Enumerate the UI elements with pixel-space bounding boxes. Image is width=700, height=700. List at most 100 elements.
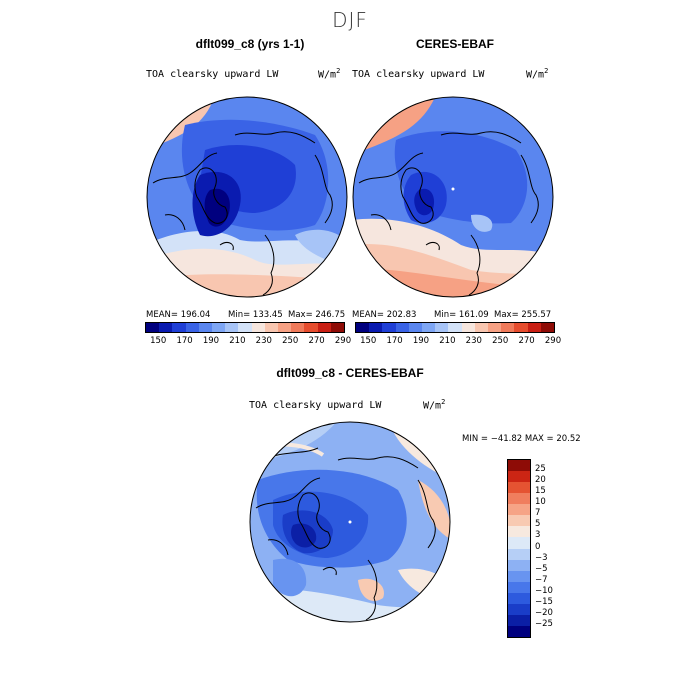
panel2-polar-map: [352, 96, 554, 298]
colorbar-tick-label: 190: [202, 336, 220, 346]
colorbar-tick-label: 290: [544, 336, 562, 346]
colorbar-tick-label: 250: [282, 336, 299, 346]
colorbar-tick-label: 25: [535, 464, 546, 475]
colorbar-swatch: [317, 323, 331, 332]
colorbar-tick-label: 170: [176, 336, 193, 346]
colorbar-swatch: [251, 323, 265, 332]
colorbar-swatch: [488, 323, 502, 332]
colorbar-tick-label: 5: [535, 519, 541, 530]
colorbar-swatch: [508, 537, 530, 549]
colorbar-tick-label: 20: [535, 475, 546, 486]
colorbar-swatch: [508, 482, 530, 494]
colorbar-swatch: [330, 323, 345, 332]
panel2-max: Max= 255.57: [494, 310, 552, 320]
panel2-variable: TOA clearsky upward LW: [352, 69, 485, 80]
colorbar-tick-label: 15: [535, 486, 546, 497]
colorbar-tick-label: 150: [360, 336, 377, 346]
colorbar-swatch: [448, 323, 462, 332]
colorbar-swatch: [508, 460, 530, 472]
panel1-title: dflt099_c8 (yrs 1-1): [195, 37, 305, 51]
colorbar-swatch: [185, 323, 199, 332]
colorbar-swatch: [172, 323, 186, 332]
colorbar-swatch: [395, 323, 409, 332]
colorbar-swatch: [146, 323, 160, 332]
colorbar-swatch: [508, 548, 530, 560]
colorbar-swatch: [508, 614, 530, 626]
diff-polar-map: [249, 421, 451, 623]
colorbar-swatch: [356, 323, 370, 332]
colorbar-swatch: [225, 323, 239, 332]
colorbar-swatch: [422, 323, 436, 332]
diff-minmax: MIN = −41.82 MAX = 20.52: [462, 434, 581, 444]
colorbar-swatch: [508, 570, 530, 582]
panel2-colorbar: [355, 322, 555, 333]
colorbar-swatch: [198, 323, 213, 332]
colorbar-tick-label: −3: [535, 552, 548, 563]
colorbar-swatch: [304, 323, 318, 332]
colorbar-tick-label: −25: [535, 619, 553, 630]
panel2-mean: MEAN= 202.83: [352, 310, 417, 320]
colorbar-swatch: [508, 625, 530, 637]
colorbar-tick-label: 270: [518, 336, 535, 346]
colorbar-tick-label: 3: [535, 530, 541, 541]
panel2-units: W/m2: [526, 67, 549, 81]
colorbar-tick-label: 270: [308, 336, 325, 346]
colorbar-tick-label: 230: [465, 336, 482, 346]
colorbar-swatch: [508, 471, 530, 483]
colorbar-swatch: [278, 323, 292, 332]
colorbar-swatch: [474, 323, 489, 332]
colorbar-swatch: [159, 323, 173, 332]
panel1-polar-map: [146, 96, 348, 298]
diff-title: dflt099_c8 - CERES-EBAF: [276, 366, 424, 380]
diff-variable: TOA clearsky upward LW: [249, 400, 382, 411]
colorbar-swatch: [435, 323, 449, 332]
colorbar-swatch: [508, 603, 530, 615]
colorbar-swatch: [527, 323, 541, 332]
colorbar-swatch: [508, 504, 530, 516]
season-title: DJF: [332, 8, 368, 32]
colorbar-swatch: [264, 323, 279, 332]
colorbar-tick-label: 230: [255, 336, 272, 346]
colorbar-swatch: [291, 323, 305, 332]
colorbar-tick-label: 7: [535, 508, 541, 519]
colorbar-tick-label: 210: [229, 336, 246, 346]
colorbar-swatch: [514, 323, 528, 332]
colorbar-tick-label: 0: [535, 541, 541, 552]
colorbar-swatch: [461, 323, 475, 332]
panel1-colorbar: [145, 322, 345, 333]
panel2-title: CERES-EBAF: [415, 37, 494, 51]
colorbar-swatch: [408, 323, 423, 332]
colorbar-swatch: [212, 323, 226, 332]
colorbar-swatch: [508, 515, 530, 527]
colorbar-tick-label: −7: [535, 574, 548, 585]
diff-colorbar: [507, 459, 531, 638]
colorbar-tick-label: 170: [386, 336, 403, 346]
colorbar-tick-label: 10: [535, 497, 546, 508]
colorbar-tick-label: −5: [535, 563, 548, 574]
panel1-min: Min= 133.45: [228, 310, 283, 320]
colorbar-tick-label: −20: [535, 607, 553, 618]
colorbar-tick-label: −10: [535, 585, 553, 596]
colorbar-swatch: [540, 323, 555, 332]
colorbar-swatch: [369, 323, 383, 332]
panel2-colorbar-ticks: 150 170 190 210 230 250 270 290: [355, 336, 561, 348]
panel1-colorbar-ticks: 150 170 190 210 230 250 270 290: [145, 336, 351, 348]
panel1-variable: TOA clearsky upward LW: [146, 69, 279, 80]
colorbar-tick-label: 150: [150, 336, 167, 346]
panel2-min: Min= 161.09: [434, 310, 489, 320]
colorbar-swatch: [508, 592, 530, 604]
colorbar-swatch: [238, 323, 252, 332]
colorbar-swatch: [508, 493, 530, 505]
colorbar-swatch: [501, 323, 515, 332]
colorbar-tick-label: 290: [334, 336, 352, 346]
colorbar-swatch: [508, 559, 530, 571]
diff-colorbar-ticks: 25 20 15 10 7 5 3 0 −3 −5 −7 −10 −15 −20 −25: [535, 459, 575, 637]
panel1-max: Max= 246.75: [288, 310, 346, 320]
colorbar-tick-label: 190: [412, 336, 430, 346]
colorbar-tick-label: −15: [535, 596, 553, 607]
panel1-units: W/m2: [318, 67, 341, 81]
colorbar-swatch: [382, 323, 396, 332]
colorbar-tick-label: 250: [492, 336, 509, 346]
colorbar-swatch: [508, 526, 530, 538]
colorbar-swatch: [508, 581, 530, 593]
